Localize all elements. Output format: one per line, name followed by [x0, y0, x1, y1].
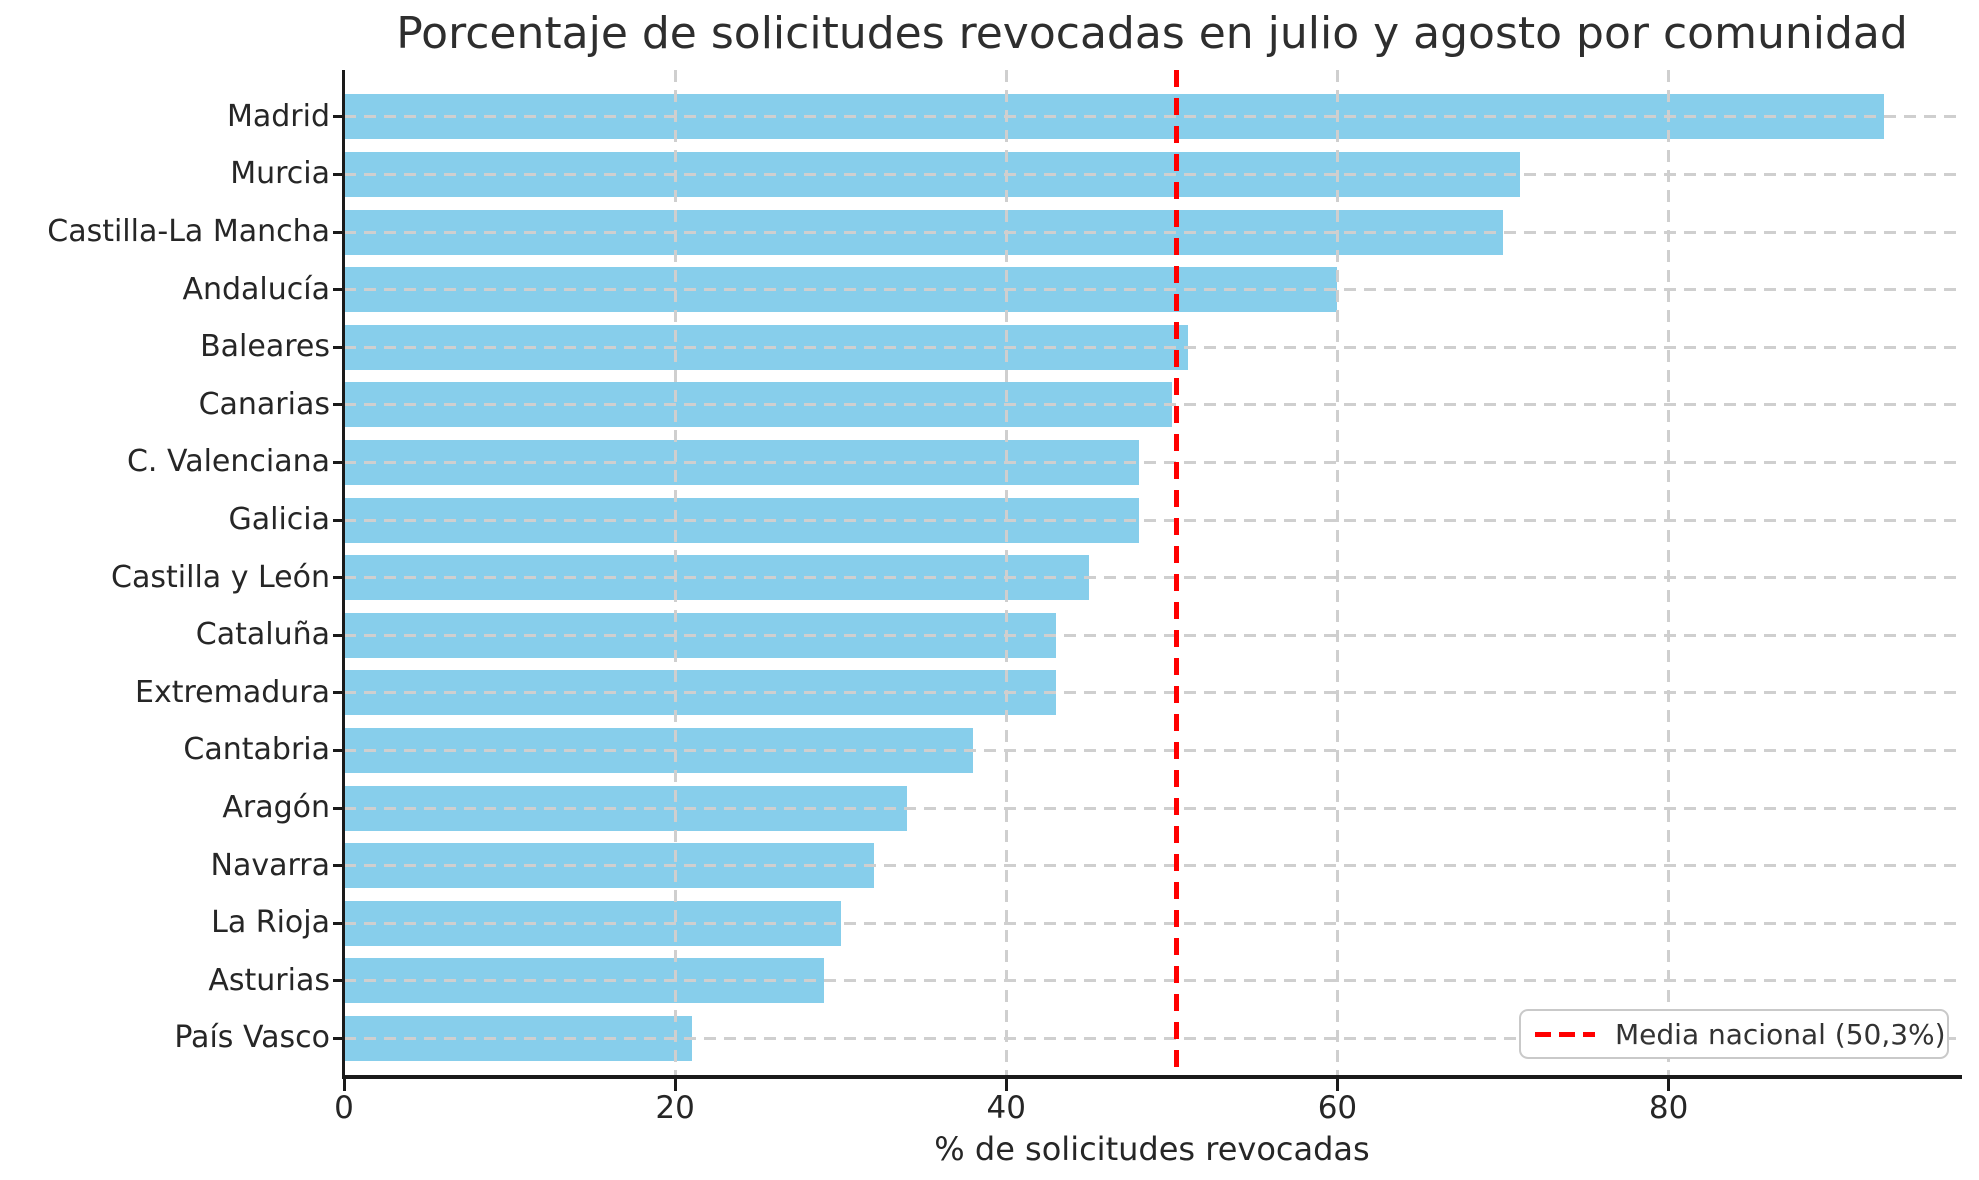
y-tick-mark: [333, 230, 344, 234]
y-tick-mark: [333, 921, 344, 925]
category-label: Asturias: [208, 962, 330, 998]
v-gridline: [1667, 70, 1671, 1075]
category-label: Aragón: [222, 790, 330, 825]
x-tick-mark: [342, 1079, 346, 1091]
x-axis-label: % de solicitudes revocadas: [934, 1130, 1370, 1168]
y-tick-mark: [333, 633, 344, 637]
h-gridline: [344, 518, 1960, 522]
category-label: Castilla-La Mancha: [47, 214, 330, 249]
y-tick-mark: [333, 345, 344, 349]
category-label: Murcia: [230, 156, 330, 192]
h-gridline: [344, 115, 1960, 119]
x-tick-label: 0: [334, 1090, 354, 1126]
y-tick-mark: [333, 691, 344, 695]
y-tick-mark: [333, 576, 344, 580]
h-gridline: [344, 345, 1960, 349]
x-tick-mark: [1667, 1079, 1671, 1091]
h-gridline: [344, 230, 1960, 234]
y-tick-mark: [333, 748, 344, 752]
h-gridline: [344, 403, 1960, 407]
v-gridline: [673, 70, 677, 1075]
h-gridline: [344, 460, 1960, 464]
y-tick-mark: [333, 1036, 344, 1040]
category-label: Canarias: [198, 386, 330, 422]
category-label: Castilla y León: [111, 559, 330, 595]
x-tick-mark: [1335, 1079, 1339, 1091]
y-tick-mark: [333, 403, 344, 407]
x-tick-label: 20: [655, 1090, 695, 1126]
category-label: Extremadura: [135, 674, 330, 710]
h-gridline: [344, 576, 1960, 580]
x-tick-label: 80: [1648, 1090, 1689, 1126]
category-label: Navarra: [210, 847, 331, 883]
h-gridline: [344, 172, 1960, 176]
h-gridline: [344, 633, 1960, 637]
h-gridline: [344, 806, 1960, 810]
category-label: Madrid: [226, 98, 330, 134]
x-tick-mark: [1004, 1079, 1008, 1091]
x-tick-label: 60: [1317, 1090, 1358, 1126]
legend-label: Media nacional (50,3%): [1615, 1017, 1946, 1051]
category-label: La Rioja: [211, 905, 330, 941]
h-gridline: [344, 979, 1960, 983]
category-label: Baleares: [200, 329, 330, 365]
category-label: Andalucía: [182, 271, 330, 307]
h-gridline: [344, 288, 1960, 292]
y-axis-spine: [342, 70, 345, 1078]
v-gridline: [1335, 70, 1339, 1075]
y-tick-mark: [333, 806, 344, 810]
y-tick-mark: [333, 172, 344, 176]
mean-line-legend-swatch: [1535, 1031, 1595, 1037]
x-tick-label: 40: [986, 1090, 1026, 1126]
category-label: Cataluña: [195, 617, 330, 653]
x-axis-spine: [342, 1075, 1962, 1079]
category-label: Cantabria: [183, 732, 330, 768]
category-label: Galicia: [228, 502, 330, 537]
h-gridline: [344, 864, 1960, 868]
y-tick-mark: [333, 288, 344, 292]
h-gridline: [344, 691, 1960, 695]
y-tick-mark: [333, 460, 344, 464]
y-tick-mark: [333, 864, 344, 868]
legend: Media nacional (50,3%): [1519, 1009, 1949, 1059]
chart-title: Porcentaje de solicitudes revocadas en j…: [396, 8, 1908, 59]
h-gridline: [344, 1036, 1960, 1040]
y-tick-mark: [333, 115, 344, 119]
y-tick-mark: [333, 979, 344, 983]
y-tick-mark: [333, 518, 344, 522]
h-gridline: [344, 921, 1960, 925]
x-tick-mark: [673, 1079, 677, 1091]
category-label: C. Valenciana: [126, 444, 330, 480]
h-gridline: [344, 748, 1960, 752]
category-label: País Vasco: [174, 1020, 330, 1056]
mean-reference-line: [1174, 70, 1180, 1078]
v-gridline: [1004, 70, 1008, 1075]
